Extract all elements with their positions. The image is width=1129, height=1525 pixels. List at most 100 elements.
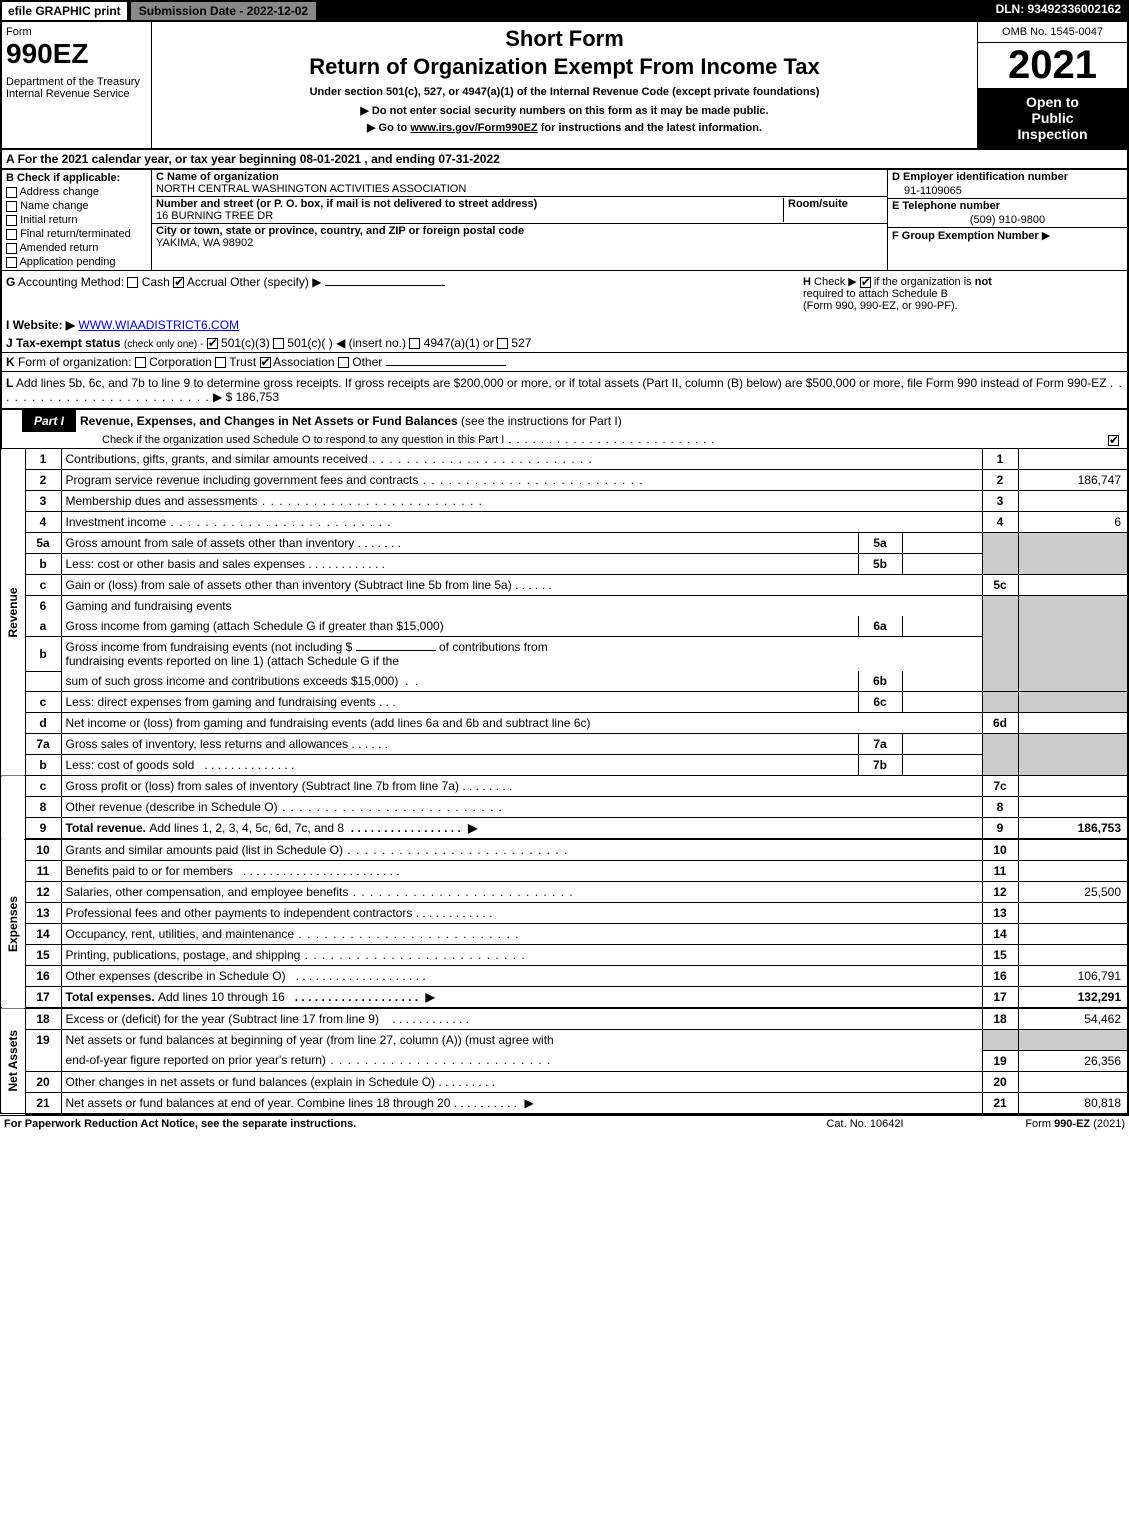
line-10: Expenses 10 Grants and similar amounts p… (1, 839, 1128, 861)
l10-rnum: 10 (982, 839, 1018, 861)
cb-other-org[interactable] (338, 357, 349, 368)
cb-cash[interactable] (127, 277, 138, 288)
line-19a: 19 Net assets or fund balances at beginn… (1, 1030, 1128, 1051)
footer-pre: Form (1025, 1118, 1054, 1130)
l11-val (1018, 861, 1128, 882)
l5b-num: b (25, 554, 61, 575)
form-header: Form 990EZ Department of the Treasury In… (0, 22, 1129, 150)
cb-501c[interactable] (273, 338, 284, 349)
line-18: Net Assets 18 Excess or (deficit) for th… (1, 1008, 1128, 1030)
k-label: Form of organization: (18, 355, 131, 369)
line-2: 2 Program service revenue including gove… (1, 470, 1128, 491)
l16-rnum: 16 (982, 966, 1018, 987)
l13-rnum: 13 (982, 903, 1018, 924)
header-left: Form 990EZ Department of the Treasury In… (2, 22, 152, 148)
org-street: 16 BURNING TREE DR (156, 210, 273, 222)
l10-num: 10 (25, 839, 61, 861)
website-link[interactable]: WWW.WIAADISTRICT6.COM (78, 318, 239, 332)
org-city: YAKIMA, WA 98902 (156, 237, 253, 249)
goto-post: for instructions and the latest informat… (538, 122, 762, 134)
l20-val (1018, 1071, 1128, 1092)
l20-num: 20 (25, 1071, 61, 1092)
cb-trust[interactable] (215, 357, 226, 368)
l12-num: 12 (25, 882, 61, 903)
line-5a: 5a Gross amount from sale of assets othe… (1, 533, 1128, 554)
org-name: NORTH CENTRAL WASHINGTON ACTIVITIES ASSO… (156, 183, 466, 195)
c-street-head: Number and street (or P. O. box, if mail… (156, 198, 537, 210)
row-a-text: For the 2021 calendar year, or tax year … (18, 152, 500, 166)
h-text2: if the organization is (874, 276, 975, 288)
l6b-mid: 6b (858, 671, 902, 692)
letter-i: I (6, 318, 9, 332)
cb-schedule-b[interactable] (860, 277, 871, 288)
l5b-text: Less: cost or other basis and sales expe… (66, 557, 305, 571)
cb-4947[interactable] (409, 338, 420, 349)
chk-amended-return[interactable]: Amended return (6, 242, 147, 254)
row-a: A For the 2021 calendar year, or tax yea… (0, 150, 1129, 170)
l7a-mid: 7a (858, 734, 902, 755)
l8-text: Other revenue (describe in Schedule O) (66, 800, 278, 814)
l15-val (1018, 945, 1128, 966)
l7c-text: Gross profit or (loss) from sales of inv… (66, 779, 459, 793)
k-o4: Other (352, 355, 382, 369)
cb-assoc[interactable] (260, 357, 271, 368)
b-head: Check if applicable: (17, 172, 120, 184)
letter-d: D (892, 171, 900, 183)
part1-tab: Part I (22, 410, 76, 432)
cb-corp[interactable] (135, 357, 146, 368)
row-gh: G Accounting Method: Cash Accrual Other … (0, 271, 1129, 316)
chk-name-change[interactable]: Name change (6, 200, 147, 212)
efile-label[interactable]: efile GRAPHIC print (0, 0, 129, 22)
l6-num: 6 (25, 596, 61, 617)
footer-post: (2021) (1090, 1118, 1125, 1130)
letter-g: G (6, 275, 15, 289)
l14-rnum: 14 (982, 924, 1018, 945)
l5b-mid: 5b (858, 554, 902, 575)
l2-rnum: 2 (982, 470, 1018, 491)
l21-val: 80,818 (1018, 1092, 1128, 1114)
letter-h: H (803, 276, 811, 288)
part1-title: Revenue, Expenses, and Changes in Net As… (76, 410, 1127, 432)
l2-val: 186,747 (1018, 470, 1128, 491)
l6a-num: a (25, 616, 61, 637)
chk-address-change[interactable]: Address change (6, 186, 147, 198)
line-16: 16 Other expenses (describe in Schedule … (1, 966, 1128, 987)
goto-link[interactable]: www.irs.gov/Form990EZ (410, 122, 537, 134)
l10-val (1018, 839, 1128, 861)
line-7b: b Less: cost of goods sold . . . . . . .… (1, 755, 1128, 776)
l9-val: 186,753 (1018, 818, 1128, 840)
c-city-head: City or town, state or province, country… (156, 225, 524, 237)
chk-initial-return[interactable]: Initial return (6, 214, 147, 226)
d-head: Employer identification number (903, 171, 1068, 183)
section-bcdef: B Check if applicable: Address change Na… (0, 170, 1129, 271)
l3-num: 3 (25, 491, 61, 512)
h-text4: (Form 990, 990-EZ, or 990-PF). (803, 300, 958, 312)
j-o2: 501(c)( ) ◀ (insert no.) (287, 336, 406, 350)
cb-accrual[interactable] (173, 277, 184, 288)
chk-final-return[interactable]: Final return/terminated (6, 228, 147, 240)
l10-text: Grants and similar amounts paid (list in… (66, 843, 343, 857)
l5c-num: c (25, 575, 61, 596)
chk-initial-return-label: Initial return (20, 214, 77, 226)
cb-527[interactable] (497, 338, 508, 349)
chk-application-pending[interactable]: Application pending (6, 256, 147, 268)
l19-text2: end-of-year figure reported on prior yea… (66, 1053, 326, 1067)
l6c-mid: 6c (858, 692, 902, 713)
line-6: 6 Gaming and fundraising events (1, 596, 1128, 617)
side-netassets: Net Assets (1, 1008, 25, 1114)
line-5b: b Less: cost or other basis and sales ex… (1, 554, 1128, 575)
j-o4: 527 (511, 336, 531, 350)
line-17: 17 Total expenses. Add lines 10 through … (1, 987, 1128, 1009)
footer-cat: Cat. No. 10642I (765, 1118, 965, 1130)
cb-schedule-o[interactable] (1108, 435, 1119, 446)
l15-text: Printing, publications, postage, and shi… (66, 948, 301, 962)
l8-val (1018, 797, 1128, 818)
l5c-val (1018, 575, 1128, 596)
k-o1: Corporation (149, 355, 212, 369)
l14-text: Occupancy, rent, utilities, and maintena… (66, 927, 295, 941)
line-9: 9 Total revenue. Add lines 1, 2, 3, 4, 5… (1, 818, 1128, 840)
l8-num: 8 (25, 797, 61, 818)
cb-501c3[interactable] (207, 338, 218, 349)
l5c-rnum: 5c (982, 575, 1018, 596)
line-6b: b Gross income from fundraising events (… (1, 637, 1128, 672)
